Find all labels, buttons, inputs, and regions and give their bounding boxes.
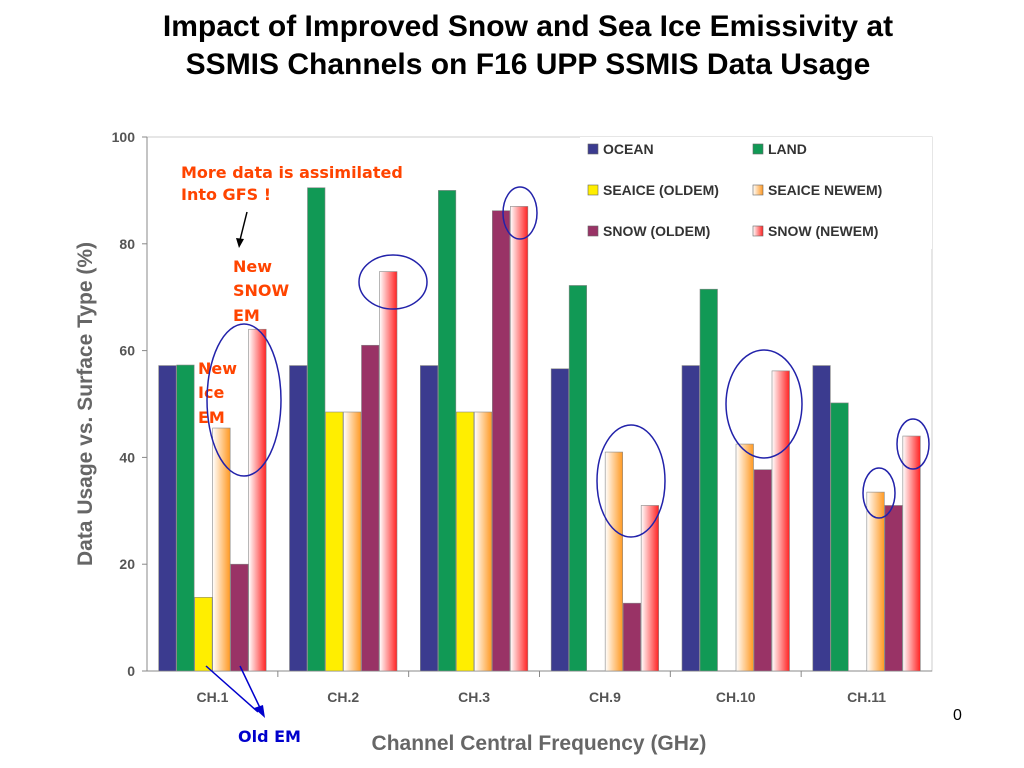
annotation-arrowhead	[236, 238, 244, 248]
y-tick-label: 100	[112, 129, 136, 145]
bar-snow-newem-ch1	[248, 328, 267, 672]
bar-snow-newem-ch2	[379, 271, 398, 672]
bar-ocean-ch11	[812, 365, 831, 672]
legend-label: OCEAN	[603, 141, 654, 157]
bar-land-ch9	[568, 285, 587, 672]
bar-snow-newem-ch10	[771, 370, 790, 672]
legend-label: SNOW (NEWEM)	[768, 223, 878, 239]
annotation-more-data-line2: Into GFS !	[181, 185, 271, 204]
annotation-new-snow-line1: New	[233, 257, 272, 276]
page-number: 0	[953, 707, 962, 724]
old-em-arrow-2	[239, 665, 263, 713]
annotation-old-em: Old EM	[238, 727, 301, 746]
bar-ocean-ch1	[158, 365, 177, 672]
bar-land-ch10	[699, 288, 718, 672]
highlight-ellipse-ch9	[596, 424, 666, 538]
y-tick-label: 0	[127, 663, 135, 679]
annotation-new-ice-line2: Ice	[198, 383, 224, 402]
highlight-ellipse-ch2	[358, 254, 428, 310]
page-title: Impact of Improved Snow and Sea Ice Emis…	[40, 8, 1016, 84]
highlight-ellipse-ch10	[725, 349, 803, 459]
legend-swatch	[587, 143, 599, 155]
x-ticks: CH.1 CH.2 CH.3 CH.9 CH.10 CH.11	[196, 671, 886, 705]
annotation-new-snow-line2: SNOW	[233, 281, 290, 300]
legend-swatch	[587, 184, 599, 196]
y-tick-label: 60	[119, 343, 135, 359]
bar-seaice-newem-ch11	[866, 491, 885, 672]
highlight-ellipse-ch11-snow	[896, 418, 930, 470]
x-tick-label: CH.9	[589, 689, 621, 705]
legend-label: SEAICE (OLDEM)	[603, 182, 719, 198]
bar-snow-oldem-ch2	[361, 344, 380, 672]
bar-seaice-newem-ch10	[735, 443, 754, 672]
x-tick-label: CH.11	[847, 689, 886, 705]
bar-snow-newem-ch11	[902, 435, 921, 672]
bar-ocean-ch10	[681, 365, 700, 672]
bar-seaice-newem-ch3	[474, 411, 493, 672]
y-axis-label: Data Usage vs. Surface Type (%)	[74, 242, 97, 566]
legend-swatch	[752, 184, 764, 196]
bar-snow-newem-ch3	[510, 206, 529, 672]
x-tick-label: CH.10	[716, 689, 756, 705]
annotations: More data is assimilated Into GFS ! New …	[181, 163, 930, 746]
bar-seaice-oldem-ch1	[194, 597, 213, 672]
x-tick-label: CH.3	[458, 689, 490, 705]
annotation-new-ice-line3: EM	[198, 408, 225, 427]
y-tick-label: 40	[119, 449, 135, 465]
title-line-2: SSMIS Channels on F16 UPP SSMIS Data Usa…	[185, 48, 871, 81]
annotation-new-snow-line3: EM	[233, 306, 260, 325]
legend-swatch	[752, 225, 764, 237]
annotation-arrow	[239, 211, 248, 241]
bar-snow-oldem-ch10	[753, 469, 772, 672]
old-em-arrow-1	[205, 665, 259, 713]
bar-land-ch2	[307, 187, 326, 672]
bar-land-ch11	[830, 402, 849, 672]
bar-seaice-newem-ch1	[212, 427, 231, 672]
highlight-ellipse-ch11-seaice	[862, 467, 896, 519]
y-tick-label: 80	[119, 236, 135, 252]
bar-seaice-oldem-ch2	[325, 411, 344, 672]
y-ticks: 0 20 40 60 80 100	[112, 129, 147, 679]
bar-snow-oldem-ch1	[230, 563, 249, 672]
bar-seaice-newem-ch9	[604, 451, 623, 672]
old-em-arrowhead	[254, 705, 265, 718]
title-line-1: Impact of Improved Snow and Sea Ice Emis…	[162, 10, 894, 43]
legend-label: LAND	[768, 141, 807, 157]
bar-snow-newem-ch9	[640, 505, 659, 672]
y-tick-label: 20	[119, 556, 135, 572]
annotation-new-ice-line1: New	[198, 359, 237, 378]
bar-seaice-newem-ch2	[343, 411, 362, 672]
legend: OCEAN LAND SEAICE (OLDEM) SEAICE NEWEM) SNOW…	[580, 137, 932, 249]
bar-snow-oldem-ch11	[884, 505, 903, 672]
x-tick-label: CH.1	[196, 689, 228, 705]
legend-swatch	[752, 143, 764, 155]
bar-seaice-oldem-ch3	[456, 411, 475, 672]
legend-label: SNOW (OLDEM)	[603, 223, 710, 239]
bar-ocean-ch3	[420, 365, 439, 672]
x-tick-label: CH.2	[327, 689, 359, 705]
annotation-more-data-line1: More data is assimilated	[181, 163, 403, 182]
legend-swatch	[587, 225, 599, 237]
x-axis-label: Channel Central Frequency (GHz)	[372, 732, 707, 755]
bar-land-ch3	[438, 190, 457, 672]
highlight-ellipse-ch3	[502, 186, 538, 240]
bar-snow-oldem-ch3	[492, 210, 511, 672]
bar-ocean-ch2	[289, 365, 308, 672]
bars	[158, 187, 921, 672]
bar-ocean-ch9	[550, 368, 569, 672]
bar-land-ch1	[176, 364, 195, 672]
bar-snow-oldem-ch9	[622, 602, 641, 672]
highlight-ellipse-ch1	[206, 323, 282, 477]
legend-label: SEAICE NEWEM)	[768, 182, 882, 198]
